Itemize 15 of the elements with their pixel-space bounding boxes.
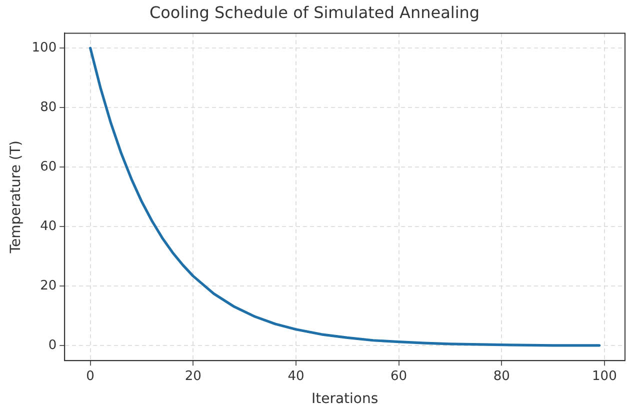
x-tick-label: 20: [184, 368, 202, 384]
y-tick-label: 40: [40, 219, 57, 234]
y-tick-label: 60: [40, 160, 57, 175]
y-axis-title: Temperature (T): [8, 140, 24, 254]
y-tick-label: 100: [32, 40, 57, 56]
y-tick-label: 20: [40, 278, 57, 294]
y-tick-label: 0: [48, 338, 57, 354]
x-tick-label: 40: [288, 368, 304, 384]
x-tick-label: 100: [592, 368, 617, 384]
x-tick-label: 80: [493, 368, 510, 384]
x-axis-title: Iterations: [311, 391, 378, 408]
x-tick-label: 0: [86, 368, 94, 384]
chart-title: Cooling Schedule of Simulated Annealing: [149, 2, 480, 22]
x-tick-label: 60: [390, 368, 408, 384]
y-tick-label: 80: [40, 100, 57, 115]
